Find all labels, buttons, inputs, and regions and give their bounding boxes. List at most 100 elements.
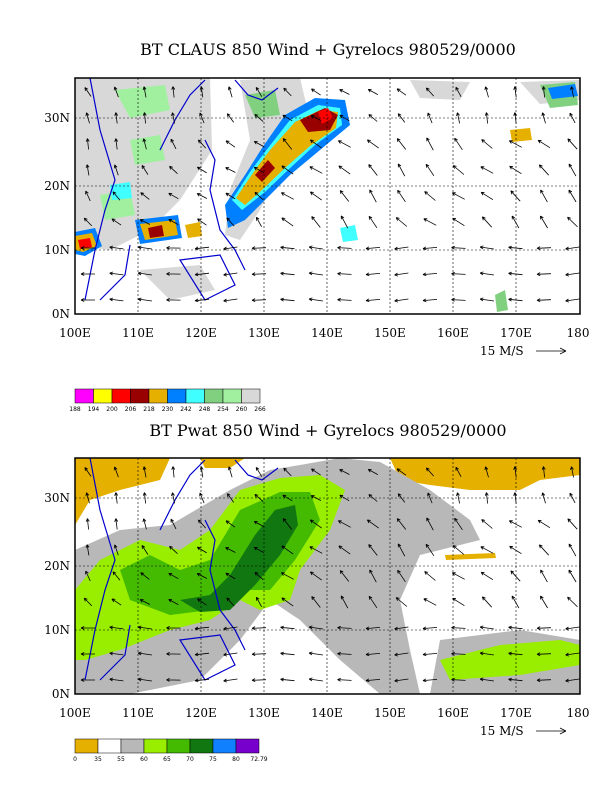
wind-arrow (540, 215, 548, 229)
wind-arrow (396, 518, 407, 530)
wind-arrow (168, 572, 179, 580)
wind-arrow (510, 570, 521, 582)
wind-arrow (111, 218, 122, 226)
tick-label: 130E (248, 326, 280, 340)
wind-vectors (80, 466, 580, 683)
wind-arrow (109, 245, 124, 250)
wind-arrow (84, 467, 92, 477)
wind-arrow (113, 164, 119, 176)
wind-arrow (199, 466, 204, 478)
wind-arrow (196, 573, 208, 579)
wind-arrow (309, 166, 323, 174)
wind-arrow (283, 87, 292, 97)
wind-arrow (513, 86, 518, 98)
colorbar-swatch (130, 388, 150, 404)
wind-arrow (479, 297, 494, 302)
wind-arrow (85, 138, 90, 150)
wind-arrow (84, 87, 92, 97)
wind-arrow (194, 626, 210, 631)
wind-arrow (80, 652, 95, 656)
colorbar: 0 35 55 60 65 70 75 80 72.79 (73, 738, 268, 763)
wind-arrow (309, 546, 323, 554)
wind-arrow (536, 298, 552, 303)
wind-arrow (394, 246, 409, 251)
wind-arrow (199, 112, 205, 124)
wind-arrow (427, 112, 433, 124)
wind-arrow (80, 678, 95, 682)
wind-arrow (338, 545, 351, 555)
wind-arrow (140, 192, 150, 200)
wind-arrow (395, 597, 408, 607)
wind-arrow (254, 114, 264, 122)
wind-arrow (427, 492, 433, 504)
wind-arrow (451, 651, 466, 656)
colorbar-label: 0 (73, 756, 77, 763)
wind-arrow (194, 652, 210, 657)
wind-arrow (109, 651, 124, 656)
wind-arrow (396, 138, 407, 150)
wind-arrow (137, 677, 152, 682)
wind-arrow (283, 467, 292, 477)
wind-arrow (451, 271, 466, 276)
wind-arrow (368, 215, 378, 229)
wind-arrow (137, 297, 152, 302)
wind-arrow (368, 544, 378, 556)
colorbar-label: 70 (186, 756, 194, 763)
wind-arrow (282, 114, 293, 122)
tick-label: 150E (374, 326, 406, 340)
wind-arrow (511, 215, 520, 229)
wind-arrow (309, 571, 322, 581)
wind-arrow (141, 165, 149, 175)
wind-arrow (223, 298, 238, 303)
wind-arrow (310, 495, 322, 501)
wind-arrow (541, 466, 546, 478)
wind-arrow (197, 218, 207, 226)
wind-arrow (422, 678, 438, 683)
wind-arrow (451, 297, 466, 302)
colorbar-swatch (74, 388, 94, 404)
wind-arrow (142, 86, 147, 98)
wind-arrow (112, 571, 121, 581)
wind-arrow (540, 569, 548, 583)
wind-arrow (80, 246, 95, 250)
wind-arrow (225, 547, 236, 553)
panel-claus: BT CLAUS 850 Wind + Gyrelocs 980529/0000 (44, 40, 589, 413)
wind-arrow (166, 272, 181, 276)
wind-arrow (109, 271, 124, 276)
colorbar-swatch (212, 738, 237, 754)
wind-arrow (479, 677, 494, 682)
wind-arrow (366, 519, 379, 529)
wind-arrow (171, 492, 175, 504)
wind-arrow (166, 652, 181, 656)
wind-arrow (310, 115, 322, 121)
wind-arrow (111, 598, 122, 606)
wind-arrow (538, 544, 549, 556)
wind-arrow (194, 678, 210, 683)
wind-arrow (226, 217, 235, 227)
wind-arrow (166, 678, 181, 682)
wind-arrow (397, 113, 406, 123)
wind-arrow (85, 190, 91, 202)
colorbar-label: 194 (88, 406, 100, 413)
wind-arrow (196, 193, 208, 199)
wind-arrow (194, 272, 210, 277)
colorbar-label: 188 (69, 406, 81, 413)
wind-arrow (311, 216, 321, 228)
wind-arrow (85, 544, 90, 556)
wind-arrow (536, 678, 552, 683)
wind-arrow (568, 569, 577, 583)
wind-arrow (541, 86, 546, 98)
wind-arrow (570, 86, 574, 98)
tick-label: 170E (500, 706, 532, 720)
wind-arrow (226, 597, 235, 607)
wind-arrow (85, 112, 90, 124)
wind-arrow (484, 466, 489, 478)
wind-arrow (541, 112, 546, 124)
tick-label: 110E (122, 706, 154, 720)
wind-arrow (281, 217, 294, 227)
wind-arrow (368, 114, 378, 122)
wind-arrow (339, 570, 350, 582)
wind-arrow (365, 652, 381, 657)
wind-arrow (309, 191, 322, 201)
wind-arrow (451, 677, 466, 682)
